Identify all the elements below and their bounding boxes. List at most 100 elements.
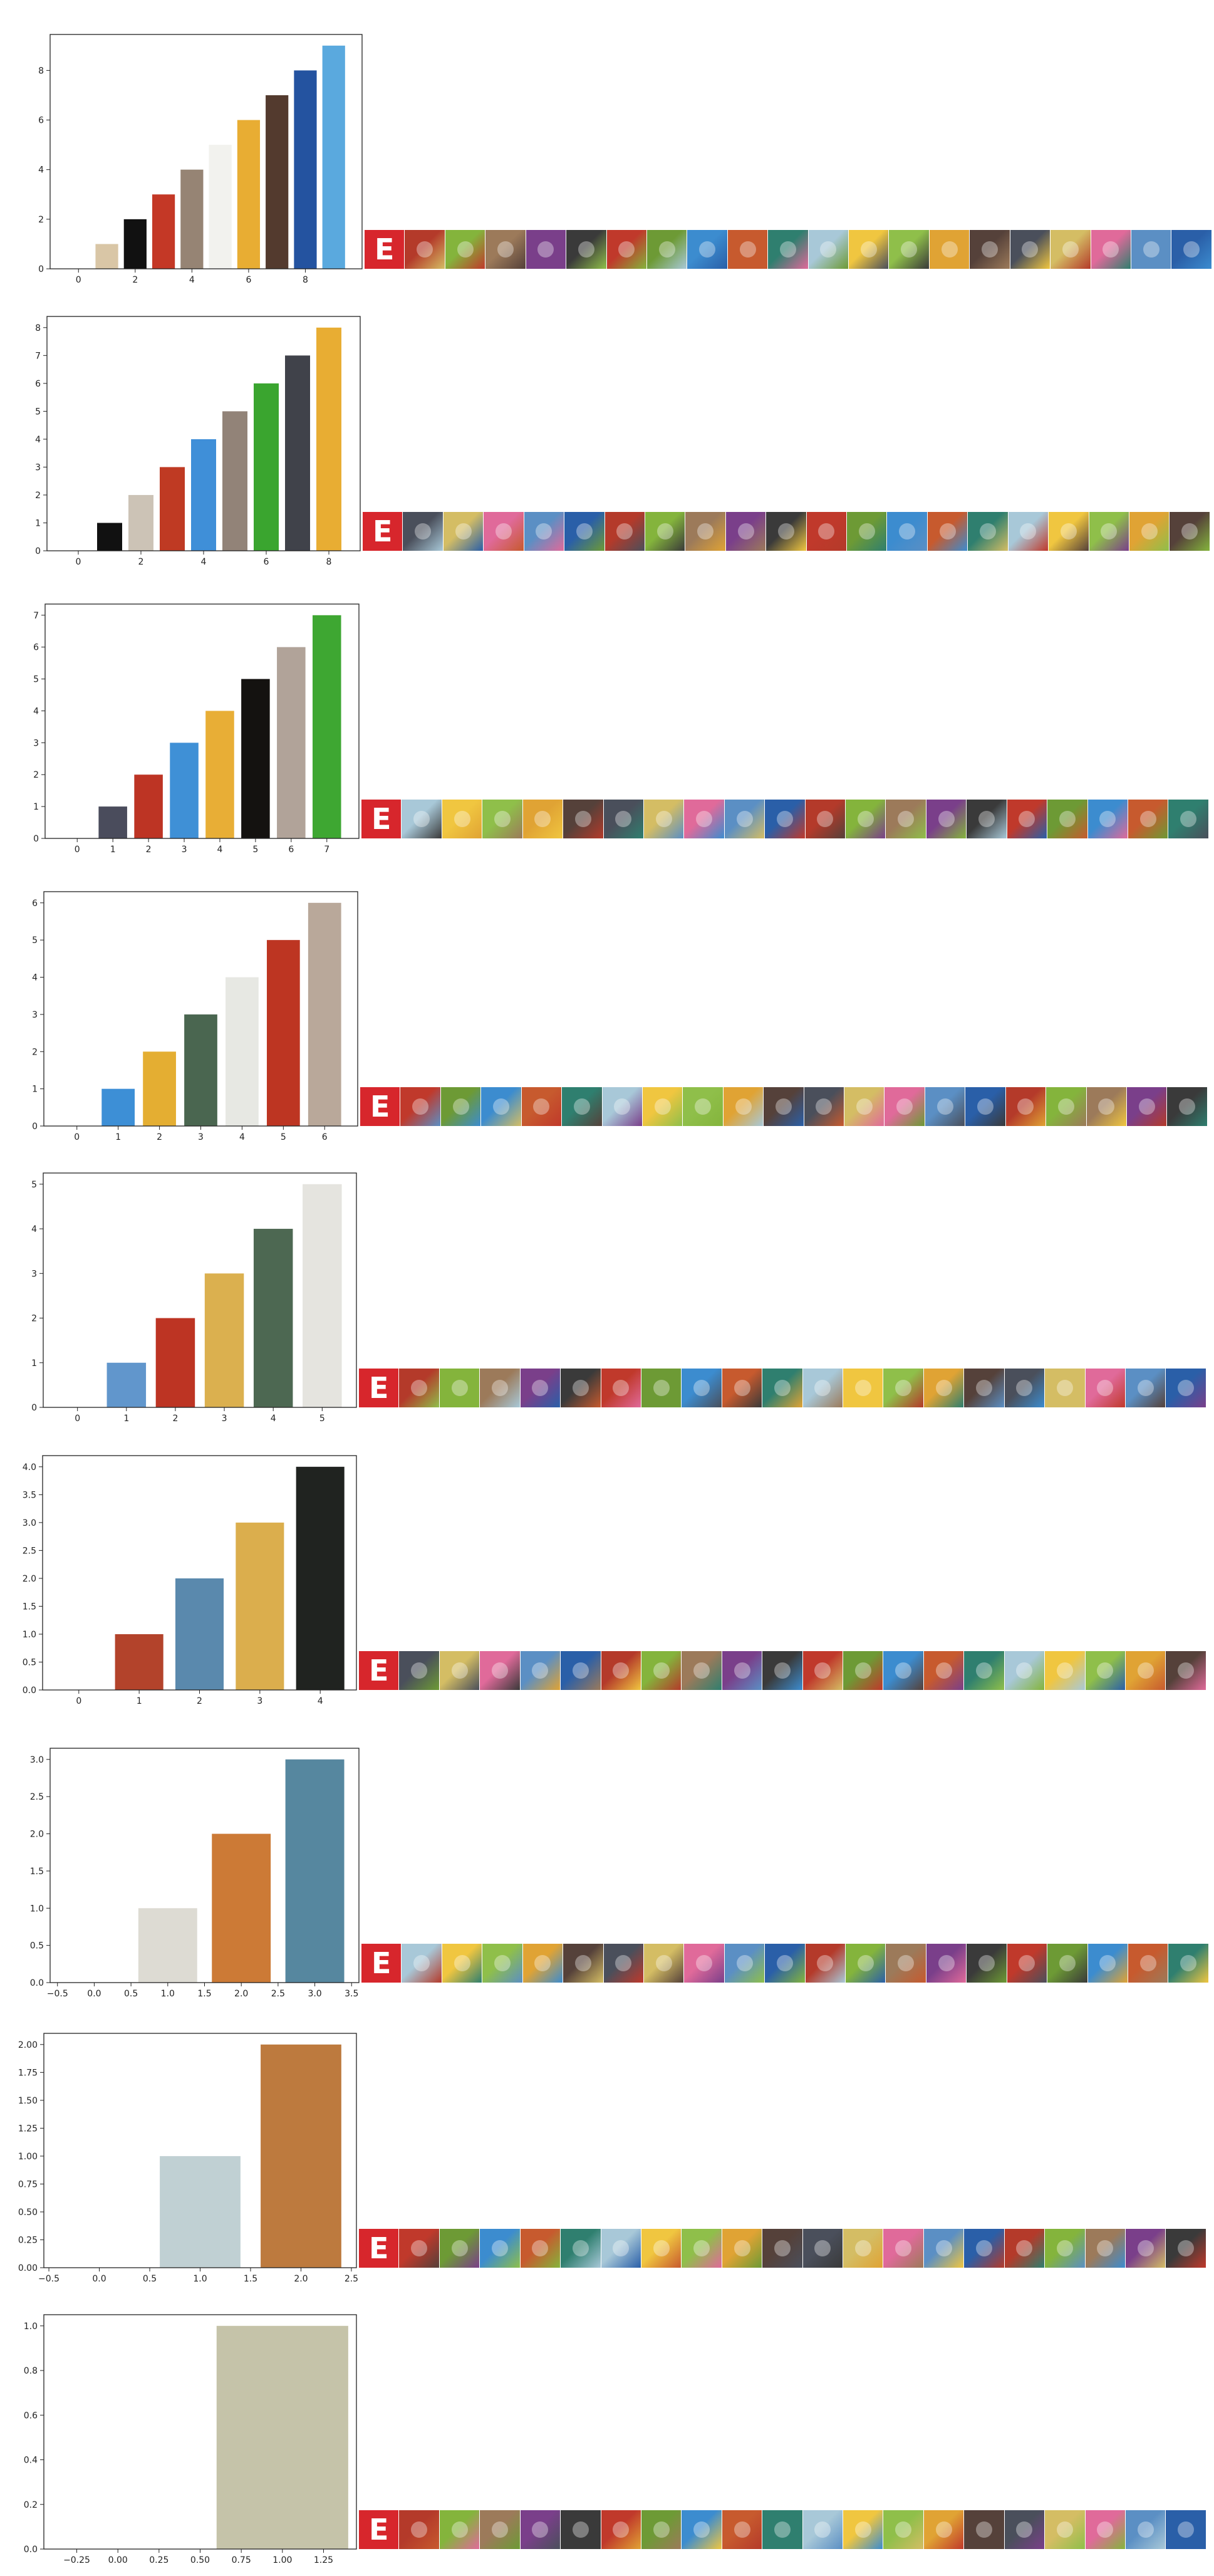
icon-glyph bbox=[572, 2521, 589, 2538]
icon-glyph bbox=[693, 2240, 710, 2256]
bar-chart: 0 1 2 3 4 5 6 0 1 2 3 4 5 6 bbox=[32, 891, 358, 1142]
icon-glyph bbox=[537, 241, 554, 258]
x-tick-label: 2 bbox=[138, 557, 144, 567]
y-tick-label: 0 bbox=[35, 546, 41, 556]
icon-glyph bbox=[854, 1662, 871, 1679]
x-tick-label: 0 bbox=[75, 845, 80, 855]
icon-glyph bbox=[653, 2240, 670, 2256]
icon-glyph bbox=[895, 1380, 912, 1396]
x-tick-label: 0.5 bbox=[124, 1989, 138, 1999]
bar-chart: 0 2 4 6 8 0 2 4 6 8 bbox=[38, 34, 363, 285]
y-tick-label: 2.0 bbox=[30, 1830, 44, 1840]
bar bbox=[316, 327, 341, 551]
x-tick-label: 0 bbox=[74, 1132, 80, 1142]
icon-glyph bbox=[417, 241, 433, 258]
axes-frame bbox=[43, 1172, 357, 1408]
icon-glyph bbox=[693, 2521, 710, 2538]
x-tick-label: 0 bbox=[76, 557, 81, 567]
game-app-icon bbox=[1008, 512, 1049, 551]
bar-chart-panel: 0 1 2 3 4 5 6 7 0 1 2 3 4 5 6 7 E bbox=[0, 603, 1214, 863]
y-tick-label: 0.00 bbox=[18, 2263, 38, 2273]
icon-glyph bbox=[895, 2240, 912, 2256]
icon-glyph bbox=[820, 241, 837, 258]
icon-glyph bbox=[491, 1380, 508, 1396]
icon-glyph bbox=[532, 1380, 549, 1396]
icon-glyph bbox=[1062, 241, 1079, 258]
game-app-icon bbox=[683, 1087, 724, 1126]
icon-glyph bbox=[1137, 1662, 1154, 1679]
icon-glyph bbox=[1178, 2521, 1195, 2538]
y-tick-label: 2.5 bbox=[30, 1792, 44, 1802]
icon-glyph bbox=[1098, 1098, 1115, 1115]
bar-chart-panel: −0.25 0.00 0.25 0.50 0.75 1.00 1.25 0.0 0.2 0.4 0.… bbox=[0, 2314, 1214, 2574]
x-tick-label: 2 bbox=[146, 845, 152, 855]
game-app-icon bbox=[927, 512, 968, 551]
icon-glyph bbox=[1099, 811, 1116, 827]
icon-glyph bbox=[774, 1380, 791, 1396]
game-app-icon bbox=[601, 2229, 641, 2268]
game-app-icon bbox=[768, 230, 809, 269]
bar bbox=[285, 1759, 345, 1983]
game-app-icon bbox=[1168, 800, 1209, 838]
game-app-icon bbox=[965, 1087, 1006, 1126]
game-app-icon bbox=[480, 2229, 521, 2268]
game-app-icon bbox=[1166, 2510, 1206, 2549]
icon-glyph bbox=[976, 1662, 993, 1679]
bar bbox=[266, 940, 300, 1126]
y-tick-label: 4 bbox=[35, 435, 41, 445]
y-tick-label: 0.5 bbox=[30, 1941, 44, 1951]
icon-glyph bbox=[736, 811, 753, 827]
icon-glyph bbox=[976, 2240, 993, 2256]
y-tick-label: 2.0 bbox=[23, 1574, 36, 1584]
game-app-icon bbox=[480, 1651, 521, 1690]
icon-glyph bbox=[1019, 811, 1035, 827]
game-app-icon bbox=[1168, 1944, 1209, 1983]
game-app-icon bbox=[967, 800, 1007, 838]
game-app-icon bbox=[399, 2510, 440, 2549]
game-app-icon bbox=[1170, 512, 1210, 551]
icon-glyph bbox=[1099, 1955, 1116, 1971]
game-app-icon bbox=[1085, 2510, 1126, 2549]
game-app-icon bbox=[482, 800, 523, 838]
game-app-icon bbox=[403, 512, 444, 551]
icon-glyph bbox=[411, 2240, 428, 2256]
icon-glyph bbox=[734, 2521, 750, 2538]
icon-glyph bbox=[1138, 1098, 1155, 1115]
y-tick-label: 0 bbox=[31, 1403, 37, 1413]
icon-glyph bbox=[413, 1955, 430, 1971]
icon-glyph bbox=[854, 2521, 871, 2538]
icon-glyph bbox=[532, 2240, 549, 2256]
x-tick-label: 8 bbox=[326, 557, 332, 567]
game-app-icon bbox=[923, 2510, 965, 2549]
game-app-icon bbox=[684, 800, 725, 838]
game-app-icon bbox=[643, 800, 685, 838]
x-tick-label: 4 bbox=[239, 1132, 245, 1142]
icon-glyph bbox=[696, 1955, 713, 1971]
game-app-icon bbox=[964, 1651, 1005, 1690]
icon-glyph bbox=[734, 2240, 750, 2256]
y-tick-label: 2.5 bbox=[23, 1546, 36, 1556]
game-app-icon bbox=[1126, 2510, 1166, 2549]
icon-glyph bbox=[1137, 2240, 1154, 2256]
game-app-icon bbox=[1007, 1944, 1048, 1983]
icon-glyph bbox=[658, 241, 675, 258]
y-tick-label: 1.5 bbox=[23, 1602, 36, 1612]
y-tick-label: 1.0 bbox=[30, 1904, 44, 1914]
x-tick-label: 4 bbox=[271, 1414, 276, 1424]
bar-chart-panel: 0 1 2 3 4 5 6 0 1 2 3 4 5 6 E bbox=[0, 891, 1214, 1151]
game-app-icon bbox=[846, 1944, 886, 1983]
y-tick-label: 5 bbox=[35, 407, 41, 417]
bar bbox=[253, 1229, 293, 1407]
icon-glyph bbox=[1017, 1098, 1034, 1115]
game-app-icon bbox=[601, 1651, 641, 1690]
icon-glyph bbox=[455, 523, 472, 540]
bar bbox=[277, 647, 306, 838]
x-tick-label: 0 bbox=[76, 275, 81, 285]
y-tick-label: 8 bbox=[38, 66, 44, 76]
icon-glyph bbox=[616, 523, 633, 540]
bar-chart-panel: −0.5 0.0 0.5 1.0 1.5 2.0 2.5 3.0 3.5 0.0 0.5 1.0 1.5… bbox=[0, 1748, 1214, 2008]
game-app-icon bbox=[964, 2510, 1005, 2549]
x-tick-label: 1.00 bbox=[272, 2555, 292, 2565]
y-tick-label: 4 bbox=[32, 973, 38, 983]
icon-glyph bbox=[982, 241, 999, 258]
